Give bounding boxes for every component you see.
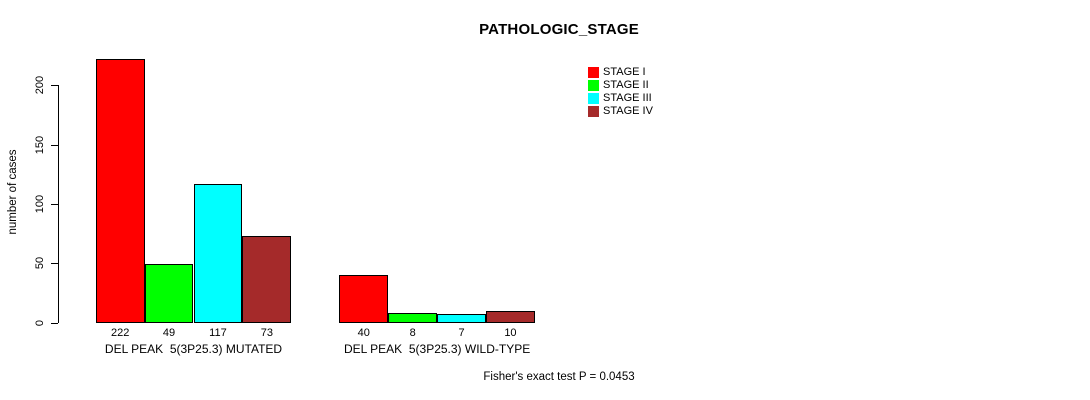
- y-axis-tick-label: 0: [34, 319, 46, 326]
- bar-stage-ii-group-2: [388, 313, 438, 324]
- bar-value-label: 8: [409, 327, 416, 339]
- bar-value-label: 7: [458, 327, 465, 339]
- bar-value-label: 40: [357, 327, 370, 339]
- y-axis-tick-label: 200: [34, 76, 46, 95]
- bar-stage-iv-group-2: [486, 310, 535, 324]
- legend: STAGE I STAGE II STAGE III STAGE IV: [588, 66, 653, 118]
- legend-label: STAGE I: [603, 66, 646, 78]
- group-label-del-peak-5-3p25-3-mutated: DEL PEAK 5(3P25.3) MUTATED: [104, 342, 283, 356]
- bar-value-label: 49: [162, 327, 176, 339]
- y-axis-tick: [51, 322, 58, 324]
- y-axis-tick: [51, 85, 58, 87]
- fisher-test-annotation: Fisher's exact test P = 0.0453: [483, 371, 635, 383]
- bar-value-label: 73: [260, 327, 273, 339]
- bar-stage-iii-group-2: [437, 314, 486, 324]
- legend-item-stage-iv: STAGE IV: [588, 105, 653, 118]
- y-axis-tick-label: 150: [34, 135, 46, 154]
- legend-item-stage-ii: STAGE II: [588, 79, 653, 92]
- legend-swatch-stage-iv: [588, 106, 599, 117]
- y-axis-tick-label: 50: [34, 257, 46, 270]
- bar-stage-iv-group-1: [242, 235, 292, 324]
- legend-label: STAGE III: [603, 92, 652, 104]
- bar-stage-i-group-1: [95, 59, 145, 324]
- legend-label: STAGE IV: [603, 105, 653, 117]
- legend-item-stage-iii: STAGE III: [588, 92, 653, 105]
- bar-value-label: 222: [110, 327, 130, 339]
- legend-swatch-stage-ii: [588, 80, 599, 91]
- chart-title: PATHOLOGIC_STAGE: [479, 21, 639, 38]
- bar-stage-ii-group-1: [144, 264, 194, 324]
- legend-swatch-stage-i: [588, 67, 599, 78]
- bar-value-label: 10: [504, 327, 517, 339]
- legend-item-stage-i: STAGE I: [588, 66, 653, 79]
- y-axis-tick: [51, 263, 58, 265]
- bar-value-label: 117: [209, 327, 227, 339]
- y-axis-tick: [51, 203, 58, 205]
- y-axis-line: [58, 85, 59, 324]
- group-label-del-peak-5-3p25-3-wild-type: DEL PEAK 5(3P25.3) WILD-TYPE: [343, 342, 531, 356]
- y-axis-tick-label: 100: [34, 194, 46, 214]
- y-axis-label: number of cases: [7, 149, 19, 235]
- legend-label: STAGE II: [603, 79, 649, 91]
- bar-stage-iii-group-1: [193, 183, 243, 324]
- y-axis-tick: [51, 144, 58, 146]
- bar-stage-i-group-2: [339, 275, 389, 324]
- legend-swatch-stage-iii: [588, 93, 599, 104]
